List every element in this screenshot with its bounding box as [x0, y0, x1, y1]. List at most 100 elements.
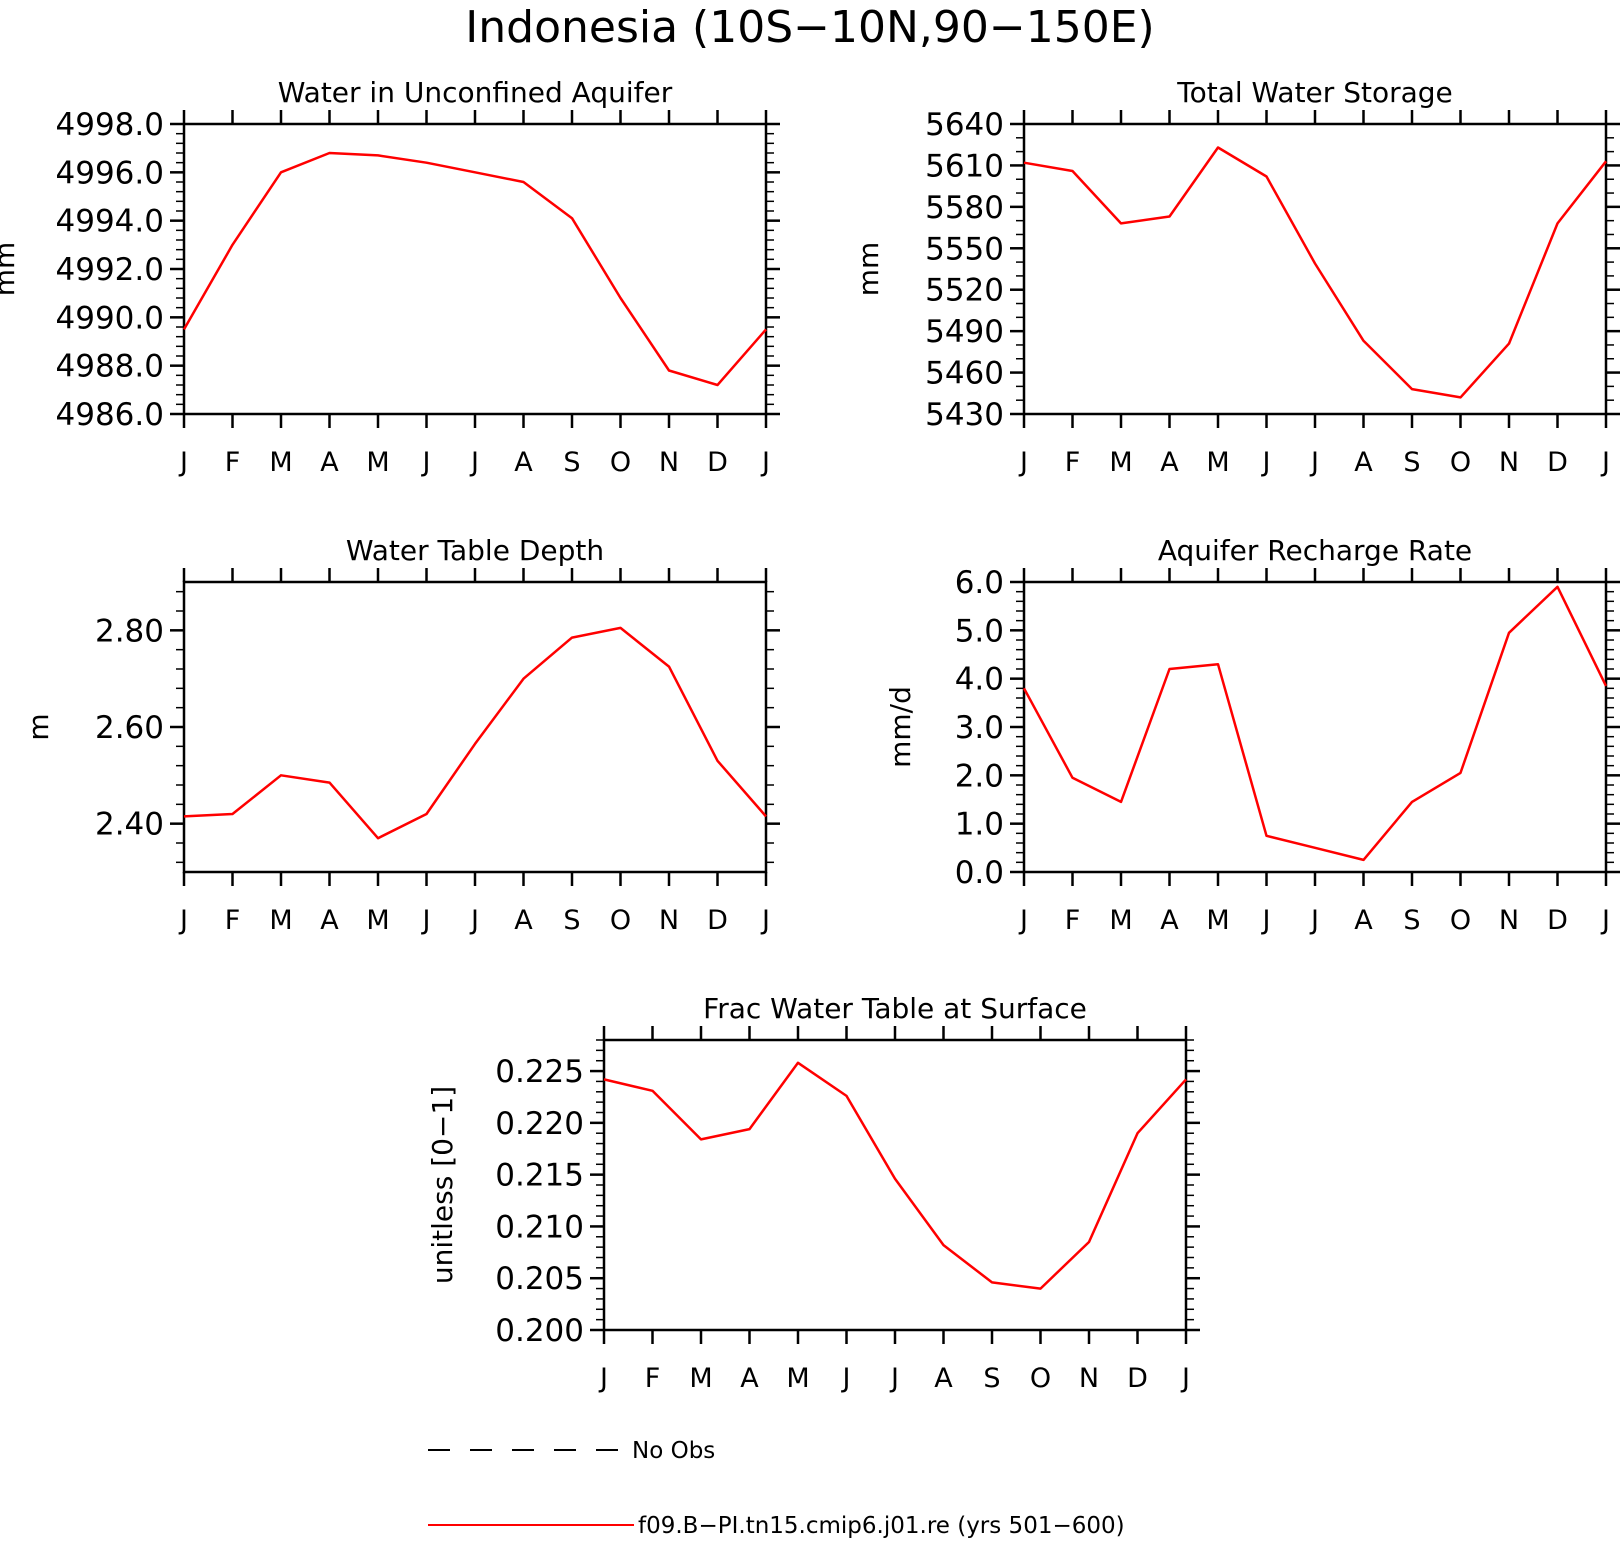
y-tick-label: 2.80 — [95, 613, 164, 649]
x-tick-label: N — [659, 905, 679, 936]
x-tick-label: N — [1079, 1363, 1099, 1394]
y-tick-label: 4994.0 — [56, 204, 164, 240]
x-tick-label: M — [366, 905, 389, 936]
x-tick-label: A — [1354, 447, 1373, 478]
x-tick-label: F — [225, 447, 241, 478]
x-tick-label: F — [1065, 447, 1081, 478]
x-tick-label: A — [514, 905, 533, 936]
x-tick-label: M — [269, 905, 292, 936]
y-tick-label: 4992.0 — [56, 252, 164, 288]
y-tick-label: 0.210 — [495, 1209, 584, 1245]
y-tick-label: 0.225 — [495, 1054, 584, 1090]
y-tick-label: 5580 — [925, 190, 1004, 226]
y-tick-label: 5460 — [925, 356, 1004, 392]
x-tick-label: M — [1109, 447, 1132, 478]
y-tick-label: 5430 — [925, 397, 1004, 433]
y-tick-label: 5490 — [925, 314, 1004, 350]
x-tick-label: J — [469, 905, 479, 936]
x-tick-label: J — [760, 905, 770, 936]
x-tick-label: S — [1403, 905, 1420, 936]
x-tick-label: D — [1127, 1363, 1148, 1394]
y-tick-label: 4.0 — [955, 662, 1004, 698]
y-tick-label: 2.40 — [95, 807, 164, 843]
x-tick-label: M — [786, 1363, 809, 1394]
y-axis-label: mm/d — [884, 686, 917, 768]
y-tick-label: 5610 — [925, 148, 1004, 184]
x-tick-label: O — [610, 905, 631, 936]
y-tick-label: 4988.0 — [56, 349, 164, 385]
x-tick-label: M — [1206, 447, 1229, 478]
x-tick-label: J — [1261, 905, 1271, 936]
x-tick-label: A — [514, 447, 533, 478]
x-tick-label: F — [225, 905, 241, 936]
x-tick-label: J — [760, 447, 770, 478]
y-tick-label: 4996.0 — [56, 155, 164, 191]
x-tick-label: J — [1309, 905, 1319, 936]
series-line — [603, 1061, 1187, 1290]
legend-label-no-obs: No Obs — [632, 1438, 715, 1464]
x-tick-label: D — [1547, 447, 1568, 478]
x-tick-label: N — [1499, 447, 1519, 478]
page-title: Indonesia (10S−10N,90−150E) — [465, 2, 1154, 53]
y-tick-label: 0.200 — [495, 1313, 584, 1349]
x-tick-label: A — [320, 447, 339, 478]
y-tick-label: 0.215 — [495, 1158, 584, 1194]
x-tick-label: O — [1450, 447, 1471, 478]
plot-frame — [1022, 580, 1608, 874]
legend-label-model: f09.B−PI.tn15.cmip6.j01.re (yrs 501−600) — [638, 1513, 1125, 1539]
x-tick-label: M — [1206, 905, 1229, 936]
x-tick-label: J — [469, 447, 479, 478]
x-tick-label: J — [1600, 447, 1610, 478]
x-tick-label: J — [889, 1363, 899, 1394]
x-tick-label: A — [740, 1363, 759, 1394]
y-tick-label: 2.60 — [95, 710, 164, 746]
x-tick-label: O — [610, 447, 631, 478]
y-axis-label: mm — [0, 242, 21, 297]
y-tick-label: 2.0 — [955, 758, 1004, 794]
y-tick-label: 0.220 — [495, 1106, 584, 1142]
y-axis-label: m — [22, 713, 55, 740]
x-tick-label: M — [269, 447, 292, 478]
plot-frame — [602, 1038, 1188, 1332]
x-tick-label: S — [563, 905, 580, 936]
y-tick-label: 4986.0 — [56, 397, 164, 433]
x-tick-label: J — [1180, 1363, 1190, 1394]
panel-title: Aquifer Recharge Rate — [1158, 534, 1472, 567]
x-tick-label: J — [841, 1363, 851, 1394]
legend: No Obs f09.B−PI.tn15.cmip6.j01.re (yrs 5… — [428, 1438, 1125, 1539]
y-tick-label: 5.0 — [955, 613, 1004, 649]
panel-title: Frac Water Table at Surface — [703, 992, 1087, 1025]
y-tick-label: 0.0 — [955, 855, 1004, 891]
x-tick-label: A — [934, 1363, 953, 1394]
y-axis-label: unitless [0−1] — [426, 1086, 459, 1284]
x-tick-label: N — [659, 447, 679, 478]
panel-5: Frac Water Table at Surface unitless [0−1… — [426, 992, 1200, 1394]
y-axis-label: mm — [852, 242, 885, 297]
x-tick-label: A — [320, 905, 339, 936]
y-tick-label: 5520 — [925, 273, 1004, 309]
y-tick-label: 1.0 — [955, 807, 1004, 843]
x-tick-label: F — [1065, 905, 1081, 936]
x-tick-label: D — [1547, 905, 1568, 936]
x-tick-label: S — [563, 447, 580, 478]
x-tick-label: J — [1600, 905, 1610, 936]
x-tick-label: J — [421, 905, 431, 936]
x-tick-label: O — [1450, 905, 1471, 936]
x-tick-label: J — [1018, 905, 1028, 936]
plot-frame — [182, 580, 768, 874]
x-tick-label: J — [421, 447, 431, 478]
x-tick-label: M — [1109, 905, 1132, 936]
x-tick-label: J — [178, 905, 188, 936]
x-tick-label: F — [645, 1363, 661, 1394]
x-tick-label: J — [1261, 447, 1271, 478]
x-tick-label: S — [983, 1363, 1000, 1394]
y-tick-label: 4990.0 — [56, 300, 164, 336]
x-tick-label: M — [366, 447, 389, 478]
x-tick-label: J — [178, 447, 188, 478]
x-tick-label: D — [707, 905, 728, 936]
